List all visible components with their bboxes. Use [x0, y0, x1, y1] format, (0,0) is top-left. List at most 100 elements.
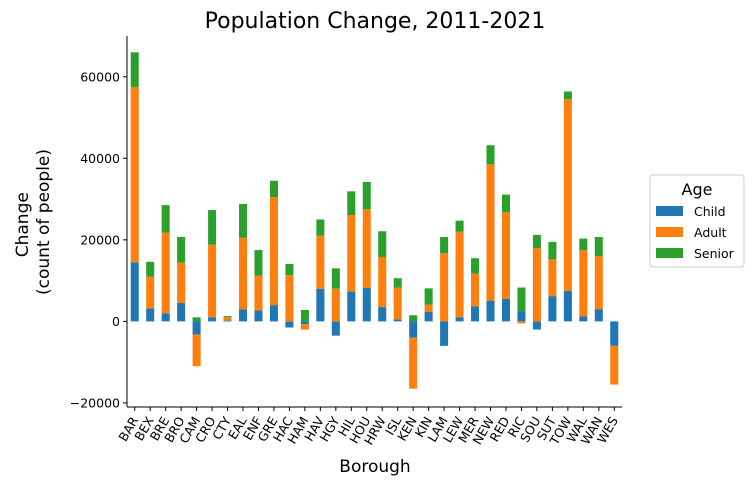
bar-hrw-child [378, 307, 387, 322]
y-tick-label: 60000 [80, 69, 120, 84]
legend-swatch-adult [656, 227, 683, 237]
bar-ken-adult [409, 337, 418, 389]
legend-frame [649, 174, 745, 268]
bar-hil-senior [347, 191, 356, 215]
bar-ric-senior [517, 287, 526, 312]
bar-bre-adult [161, 232, 170, 314]
bar-sou-child [532, 321, 541, 330]
bar-isl-adult [393, 287, 402, 320]
bar-cro-senior [208, 210, 217, 245]
bar-eal-senior [238, 203, 248, 238]
bar-kin-senior [424, 288, 433, 305]
bar-enf-senior [254, 250, 263, 276]
x-axis-label: Borough [339, 457, 410, 477]
bar-bro-adult [177, 262, 186, 304]
bar-wan-senior [594, 236, 603, 257]
bar-gre-senior [269, 180, 278, 198]
bar-hgy-senior [331, 268, 340, 289]
y-axis-label-line-1: Change [13, 192, 33, 257]
bar-cty-child [223, 320, 232, 322]
bar-hil-adult [347, 214, 356, 292]
bar-ken-senior [409, 315, 418, 322]
bar-lam-child [440, 321, 449, 346]
bar-enf-child [254, 310, 263, 322]
bar-red-adult [501, 212, 510, 299]
bar-bro-senior [177, 236, 186, 263]
bar-hgy-child [331, 321, 340, 336]
bar-ken-child [409, 321, 418, 338]
chart-title: Population Change, 2011-2021 [205, 9, 546, 34]
bar-new-senior [486, 145, 495, 165]
bar-bex-senior [146, 261, 155, 277]
bar-wan-child [594, 309, 603, 322]
bar-bre-child [161, 313, 170, 322]
y-tick-label: −20000 [70, 395, 120, 410]
bar-tow-child [563, 290, 572, 322]
bar-bar-child [130, 262, 139, 322]
bar-hac-senior [285, 263, 294, 276]
bar-gre-child [269, 305, 278, 322]
bar-cam-child [192, 321, 201, 335]
bar-hou-adult [362, 209, 371, 288]
bar-lam-adult [440, 253, 449, 322]
bar-hil-child [347, 291, 356, 322]
bar-sut-adult [548, 259, 557, 297]
bar-isl-child [393, 319, 402, 322]
bar-hrw-senior [378, 231, 387, 257]
bar-hou-senior [362, 181, 371, 210]
bar-bex-adult [146, 276, 155, 309]
legend-title: Age [682, 180, 713, 199]
y-tick-label: 0 [112, 314, 120, 329]
bar-sut-child [548, 296, 557, 322]
bar-ham-senior [300, 309, 309, 322]
bar-tow-senior [563, 91, 572, 100]
bar-hac-child [285, 321, 294, 328]
bar-mer-child [471, 306, 480, 322]
y-tick-label: 20000 [80, 232, 120, 247]
bar-tow-adult [563, 99, 572, 291]
bar-hav-senior [316, 219, 325, 236]
bar-kin-child [424, 312, 433, 322]
bar-bro-child [177, 303, 186, 322]
bar-bar-senior [130, 52, 139, 87]
legend-label-child: Child [694, 204, 726, 219]
bar-sou-senior [532, 234, 541, 248]
legend-label-senior: Senior [694, 246, 735, 261]
bar-lew-child [455, 317, 464, 322]
bar-new-adult [486, 164, 495, 301]
bar-hrw-adult [378, 256, 387, 308]
bar-wal-child [579, 316, 588, 322]
bar-new-child [486, 301, 495, 322]
bar-kin-adult [424, 304, 433, 313]
bar-cro-adult [208, 244, 217, 318]
bar-hou-child [362, 287, 371, 322]
bars-layer [130, 52, 619, 389]
bar-cam-senior [192, 317, 201, 322]
bar-hac-adult [285, 275, 294, 322]
y-axis-label-line-2: (count of people) [34, 149, 54, 295]
bar-lam-senior [440, 236, 449, 254]
legend-swatch-child [656, 206, 683, 216]
bar-hav-child [316, 288, 325, 322]
legend-swatch-senior [656, 248, 683, 258]
bar-lew-adult [455, 231, 464, 318]
bar-red-senior [501, 194, 510, 213]
bar-bre-senior [161, 205, 170, 233]
bar-hgy-adult [331, 288, 340, 322]
bar-wal-adult [579, 250, 588, 317]
bar-cro-child [208, 317, 217, 322]
bar-red-child [501, 298, 510, 322]
bar-ham-child [300, 321, 309, 325]
bar-hav-adult [316, 235, 325, 289]
bar-sou-adult [532, 248, 541, 322]
bar-cam-adult [192, 334, 201, 367]
bar-ric-child [517, 311, 526, 322]
bar-gre-adult [269, 197, 278, 306]
bar-bex-child [146, 308, 155, 322]
bar-wes-adult [610, 345, 619, 385]
y-axis-label: Change (count of people) [13, 149, 54, 295]
legend-label-adult: Adult [694, 225, 727, 240]
bar-ham-adult [300, 324, 309, 330]
bar-cty-adult [223, 317, 232, 321]
